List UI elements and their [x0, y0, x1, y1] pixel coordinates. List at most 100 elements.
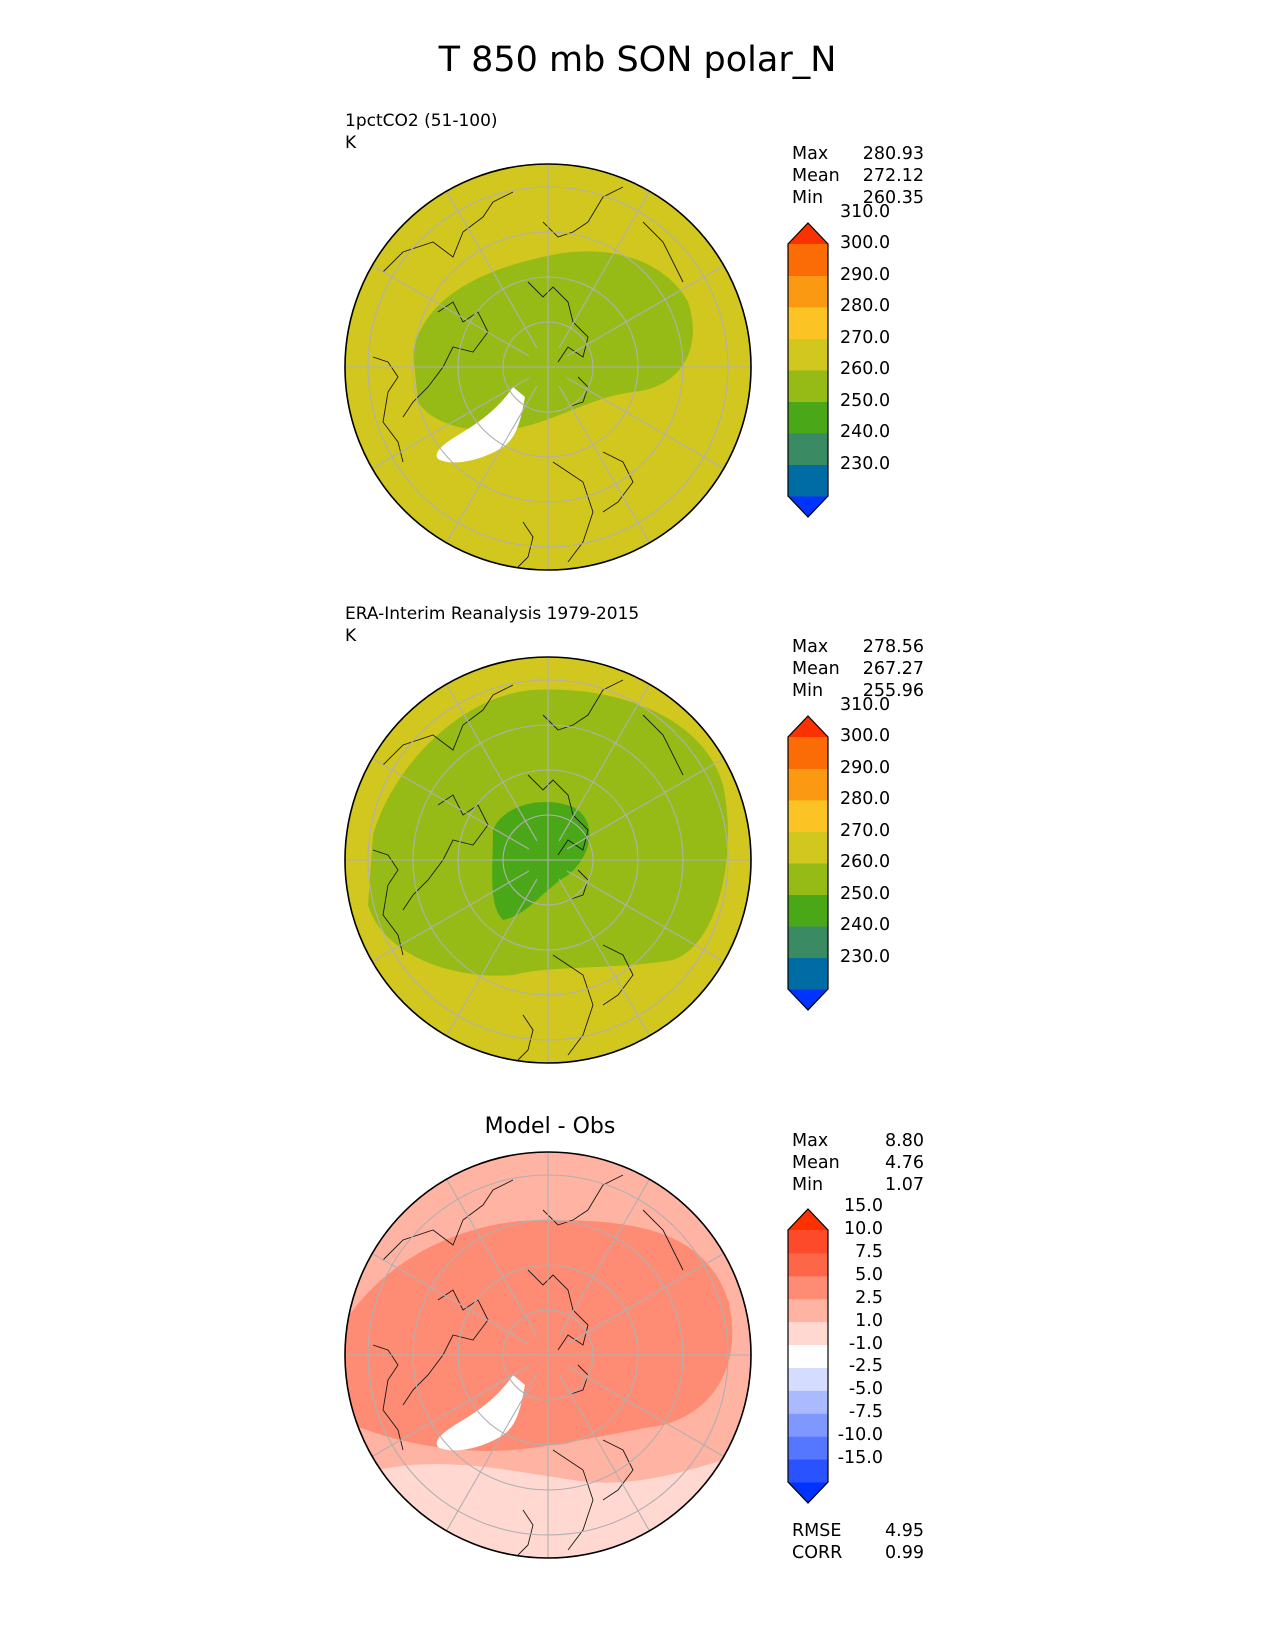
- colorbar-segment: [788, 957, 828, 990]
- stat-value: 267.27: [862, 659, 924, 679]
- colorbar-tick-label: 5.0: [855, 1264, 883, 1285]
- stat-value: 280.93: [862, 144, 924, 164]
- colorbar-outline: [787, 715, 829, 1011]
- colorbar-segment: [788, 768, 828, 801]
- colorbar: [787, 715, 829, 1011]
- stats-box: Max 280.93 Mean 272.12 Min 260.35: [792, 143, 924, 209]
- meridian-line: [566, 1365, 725, 1457]
- colorbar-tick-label: 260.0: [840, 852, 891, 872]
- meridian-line: [446, 385, 538, 544]
- score-value: 0.99: [885, 1543, 924, 1563]
- colorbar-tick-label: 250.0: [840, 883, 891, 904]
- colorbar-segment: [788, 401, 828, 434]
- stat-value: 1.07: [885, 1175, 924, 1195]
- colorbar-tick-label: 260.0: [840, 359, 891, 379]
- meridian-line: [566, 265, 725, 357]
- coastline: [372, 356, 404, 463]
- meridian-line: [558, 190, 650, 349]
- colorbar-segment: [788, 863, 828, 895]
- colorbar-segment: [788, 464, 828, 497]
- score-key: RMSE: [792, 1521, 842, 1541]
- meridian-line: [371, 870, 530, 962]
- colorbar-segment: [788, 1230, 828, 1254]
- colorbar-segment: [788, 433, 828, 465]
- greenland-masked-area: [436, 1375, 525, 1451]
- meridian-line: [566, 377, 725, 469]
- coastline: [402, 301, 489, 418]
- meridian-line: [566, 870, 725, 962]
- stat-key: Min: [792, 681, 824, 701]
- units-label: K: [345, 626, 357, 646]
- stat-value: 8.80: [885, 1131, 924, 1151]
- coastline: [372, 1344, 404, 1451]
- stat-key: Max: [792, 637, 829, 657]
- colorbar-tick-label: 270.0: [840, 820, 891, 841]
- meridian-line: [446, 1178, 538, 1337]
- colorbar-tick-label: 280.0: [840, 789, 891, 809]
- colorbar-tick-label: 310.0: [840, 694, 891, 715]
- colorbar-outline: [787, 222, 829, 518]
- meridian-line: [371, 758, 530, 850]
- colorbar-segment: [788, 1436, 828, 1460]
- coastline: [567, 376, 589, 408]
- coastline: [542, 679, 624, 731]
- coastline: [372, 849, 404, 956]
- meridian-line: [371, 377, 530, 469]
- coastline: [552, 461, 594, 563]
- meridian-line: [558, 1373, 650, 1532]
- colorbar-segment: [788, 1321, 828, 1346]
- stat-value: 272.12: [862, 166, 924, 186]
- stat-key: Mean: [792, 659, 840, 679]
- polar-map: [344, 1151, 752, 1559]
- coastline: [382, 684, 514, 766]
- colorbar-segment: [788, 1298, 828, 1323]
- stat-key: Min: [792, 1175, 824, 1195]
- stat-key: Min: [792, 188, 824, 208]
- meridian-line: [446, 190, 538, 349]
- coastline: [567, 869, 589, 901]
- coastline: [382, 1179, 514, 1261]
- polar-map: [344, 656, 752, 1064]
- dataset-name: ERA-Interim Reanalysis 1979-2015: [345, 604, 640, 624]
- colorbar-outline: [787, 1208, 829, 1504]
- meridian-line: [558, 878, 650, 1037]
- colorbar-tick-label: 240.0: [840, 915, 891, 935]
- colorbar-tick-label: 7.5: [855, 1241, 883, 1262]
- coastline: [602, 944, 634, 1006]
- score-box: RMSE 4.95 CORR 0.99: [792, 1520, 924, 1564]
- meridian-line: [446, 683, 538, 842]
- units-label: K: [345, 133, 357, 153]
- colorbar-tick-label: 240.0: [840, 422, 891, 442]
- coastline: [527, 281, 589, 363]
- colorbar-segment: [788, 1344, 828, 1368]
- colorbar-tick-label: 230.0: [840, 946, 891, 967]
- polar-map: [344, 163, 752, 571]
- colorbar-segment: [788, 737, 828, 769]
- colorbar-segment: [788, 275, 828, 308]
- coastline: [402, 794, 489, 911]
- colorbar-tick-label: 230.0: [840, 453, 891, 474]
- colorbar-tick-label: 250.0: [840, 390, 891, 411]
- colorbar-tick-label: 1.0: [855, 1310, 883, 1331]
- coastline: [602, 451, 634, 513]
- coastline: [552, 1449, 594, 1551]
- coastline: [402, 1289, 489, 1406]
- coastline: [517, 1509, 534, 1556]
- coastline: [642, 1209, 684, 1271]
- colorbar-tick-label: -10.0: [837, 1425, 883, 1446]
- stats-box: Max 278.56 Mean 267.27 Min 255.96: [792, 636, 924, 702]
- colorbar-extend-low: [788, 496, 828, 517]
- stats-box: Max 8.80 Mean 4.76 Min 1.07: [792, 1130, 924, 1196]
- colorbar: [787, 1208, 829, 1504]
- coastline: [567, 1364, 589, 1396]
- colorbar-segment: [788, 1367, 828, 1391]
- colorbar: [787, 222, 829, 518]
- colorbar-tick-label: -5.0: [848, 1379, 883, 1400]
- figure-title: T 850 mb SON polar_N: [438, 40, 837, 80]
- coastline: [642, 714, 684, 776]
- map-boundary: [344, 1151, 752, 1559]
- greenland-masked-area: [436, 387, 525, 463]
- coastline: [527, 774, 589, 856]
- colorbar-extend-low: [788, 989, 828, 1010]
- colorbar-tick-label: 15.0: [844, 1196, 883, 1217]
